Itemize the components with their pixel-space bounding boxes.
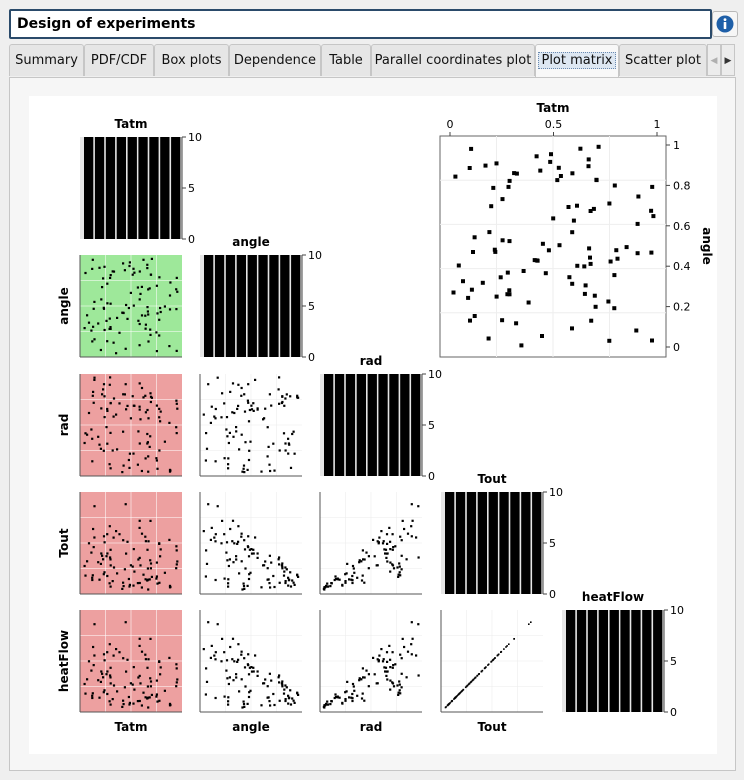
tab-scroll-left-button[interactable]: ◀	[707, 44, 721, 76]
plot-matrix-area	[29, 96, 717, 754]
info-button[interactable]	[712, 11, 738, 37]
tab-summary[interactable]: Summary	[9, 44, 84, 76]
tab-plot-matrix[interactable]: Plot matrix	[535, 44, 619, 78]
chevron-left-icon: ◀	[710, 56, 718, 66]
tab-dependence[interactable]: Dependence	[229, 44, 321, 76]
tab-pdf-cdf[interactable]: PDF/CDF	[84, 44, 154, 76]
tab-scroll-right-button[interactable]: ▶	[721, 44, 735, 76]
tab-parallel-coordinates-plot[interactable]: Parallel coordinates plot	[371, 44, 535, 76]
doe-title-field[interactable]: Design of experiments	[9, 9, 712, 39]
tab-scatter-plot[interactable]: Scatter plot	[619, 44, 707, 76]
tab-box-plots[interactable]: Box plots	[154, 44, 229, 76]
tab-table[interactable]: Table	[321, 44, 371, 76]
info-icon	[716, 15, 734, 33]
tab-bar: Summary PDF/CDF Box plots Dependence Tab…	[9, 44, 739, 78]
chevron-right-icon: ▶	[724, 56, 732, 66]
